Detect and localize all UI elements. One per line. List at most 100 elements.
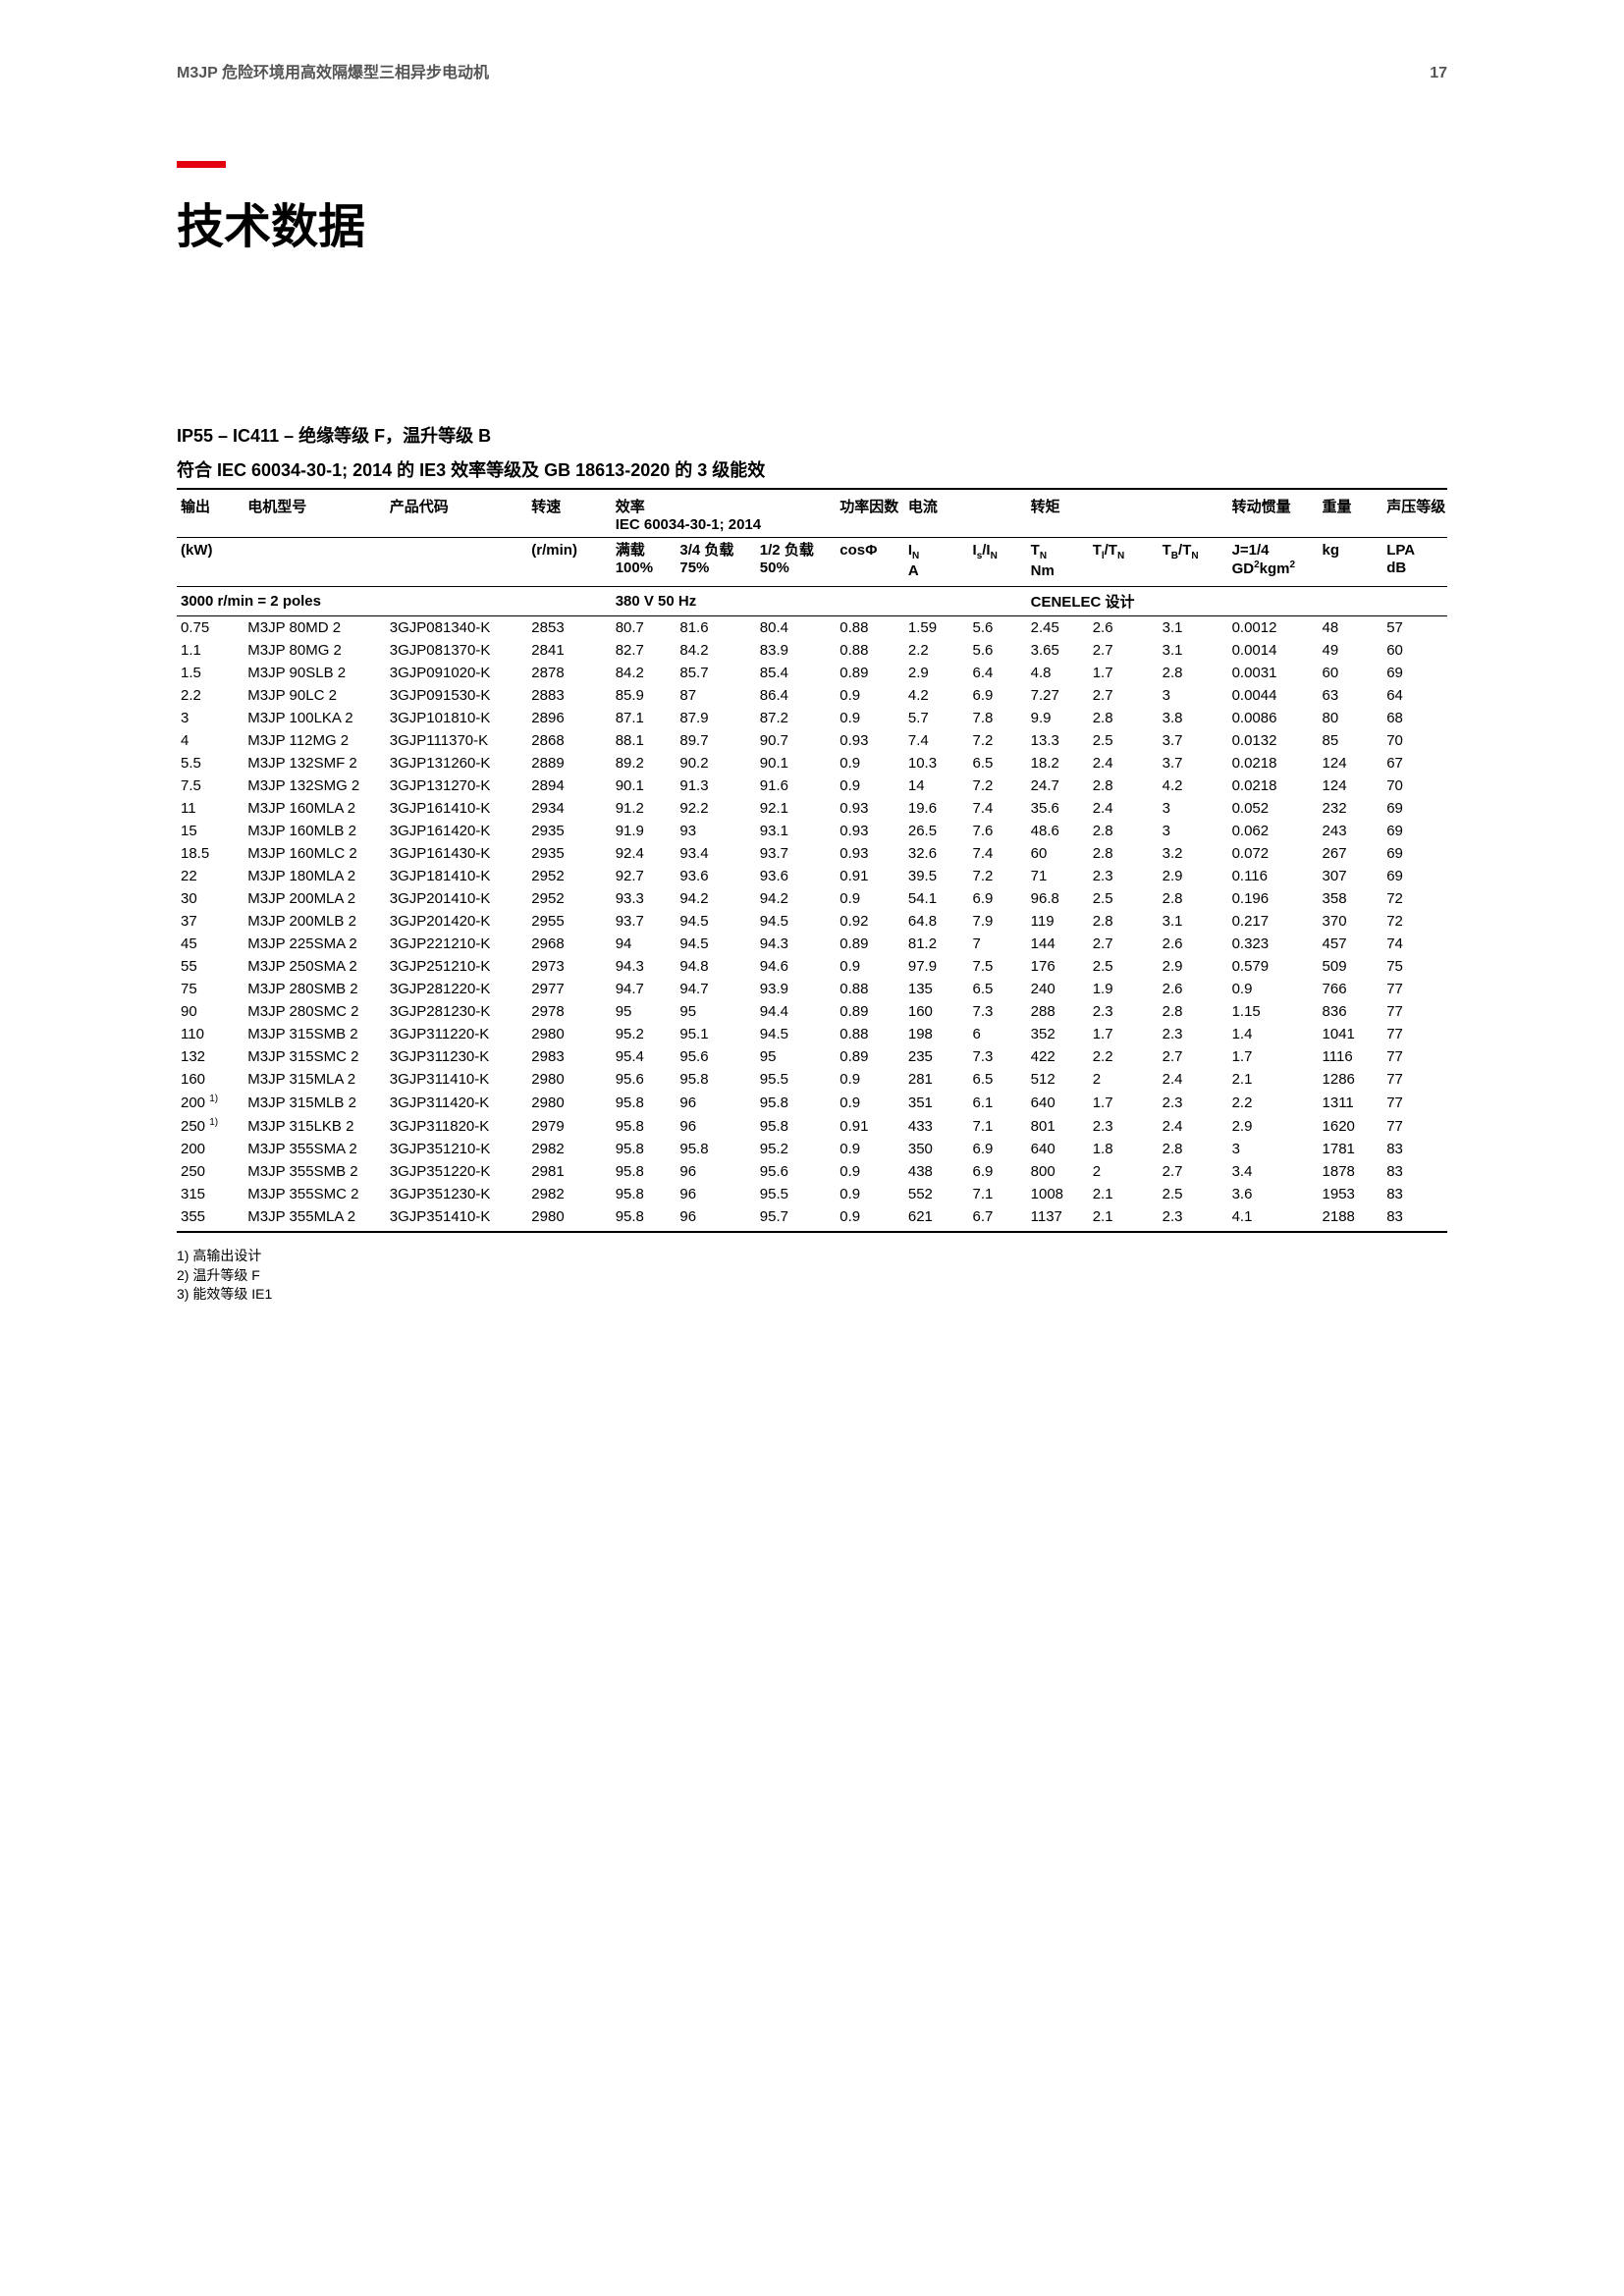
cell: 77 — [1382, 1000, 1447, 1023]
cell: 95.8 — [612, 1183, 677, 1205]
cell: 0.9 — [836, 707, 904, 729]
cell: 801 — [1027, 1114, 1089, 1138]
cell: 94.7 — [612, 978, 677, 1000]
cell: 0.9 — [836, 955, 904, 978]
cell: 0.0044 — [1228, 684, 1319, 707]
cell: 2.1 — [1089, 1183, 1159, 1205]
page-number: 17 — [1430, 65, 1447, 82]
cell: 80.4 — [756, 616, 836, 640]
cell: 2.5 — [1089, 955, 1159, 978]
cell: 2.3 — [1089, 1114, 1159, 1138]
cell: 49 — [1319, 639, 1383, 662]
cell: 2977 — [527, 978, 611, 1000]
cell: 135 — [904, 978, 969, 1000]
cell: 89.7 — [676, 729, 755, 752]
cell: 0.88 — [836, 1023, 904, 1045]
th-torque: 转矩 — [1027, 489, 1228, 538]
cell: 2.8 — [1089, 774, 1159, 797]
cell: 18.2 — [1027, 752, 1089, 774]
cell: 64.8 — [904, 910, 969, 933]
cell: 3GJP101810-K — [386, 707, 528, 729]
cell: 7.1 — [969, 1114, 1027, 1138]
cell: 2.45 — [1027, 616, 1089, 640]
th-speed: 转速 — [527, 489, 611, 538]
cell: 84.2 — [612, 662, 677, 684]
cell: 1781 — [1319, 1138, 1383, 1160]
cell: 3.1 — [1159, 910, 1228, 933]
cell: 0.91 — [836, 1114, 904, 1138]
th-kg: kg — [1319, 538, 1383, 587]
cell: 2952 — [527, 865, 611, 887]
cell: 9.9 — [1027, 707, 1089, 729]
cell: 69 — [1382, 842, 1447, 865]
cell: M3JP 355MLA 2 — [244, 1205, 386, 1232]
cell: 22 — [177, 865, 244, 887]
cell: 37 — [177, 910, 244, 933]
cell: 2968 — [527, 933, 611, 955]
cell: 3GJP111370-K — [386, 729, 528, 752]
cell: 2188 — [1319, 1205, 1383, 1232]
cell: 2955 — [527, 910, 611, 933]
cell: 92.4 — [612, 842, 677, 865]
cell: 766 — [1319, 978, 1383, 1000]
table-row: 200 1)M3JP 315MLB 23GJP311420-K298095.89… — [177, 1091, 1447, 1114]
cell: 3 — [1159, 820, 1228, 842]
cell: 18.5 — [177, 842, 244, 865]
cell: 95.6 — [756, 1160, 836, 1183]
cell: 3.7 — [1159, 752, 1228, 774]
cell: 1878 — [1319, 1160, 1383, 1183]
cell: 60 — [1382, 639, 1447, 662]
cell: 96 — [676, 1160, 755, 1183]
cell: 1311 — [1319, 1091, 1383, 1114]
cell: 54.1 — [904, 887, 969, 910]
cell: 87.9 — [676, 707, 755, 729]
table-row: 1.5M3JP 90SLB 23GJP091020-K287884.285.78… — [177, 662, 1447, 684]
cell: 7.5 — [177, 774, 244, 797]
cell: 0.0031 — [1228, 662, 1319, 684]
cell: 110 — [177, 1023, 244, 1045]
cell: 0.92 — [836, 910, 904, 933]
cell: 0.9 — [836, 1138, 904, 1160]
th-pf: 功率因数 — [836, 489, 904, 538]
cell: 93.7 — [612, 910, 677, 933]
cell: 7.3 — [969, 1045, 1027, 1068]
cell: 3.1 — [1159, 616, 1228, 640]
cell: 77 — [1382, 1023, 1447, 1045]
cell: 3GJP131260-K — [386, 752, 528, 774]
cell: 1041 — [1319, 1023, 1383, 1045]
cell: 160 — [177, 1068, 244, 1091]
th-ti: Tl/TN — [1089, 538, 1159, 587]
cell: 94.5 — [756, 910, 836, 933]
cell: 0.93 — [836, 729, 904, 752]
cell: 3GJP311410-K — [386, 1068, 528, 1091]
cell: 64 — [1382, 684, 1447, 707]
cell: 92.1 — [756, 797, 836, 820]
cell: 2.3 — [1089, 1000, 1159, 1023]
cell: 95 — [676, 1000, 755, 1023]
cell: 74 — [1382, 933, 1447, 955]
cell: 0.93 — [836, 820, 904, 842]
cell: 7.4 — [969, 797, 1027, 820]
cell: 95.2 — [612, 1023, 677, 1045]
cell: 2.5 — [1089, 887, 1159, 910]
cell: 315 — [177, 1183, 244, 1205]
cell: 512 — [1027, 1068, 1089, 1091]
cell: 1137 — [1027, 1205, 1089, 1232]
cell: 1.15 — [1228, 1000, 1319, 1023]
cell: 93.1 — [756, 820, 836, 842]
cell: 0.0132 — [1228, 729, 1319, 752]
cell: 2 — [1089, 1068, 1159, 1091]
cell: 1.59 — [904, 616, 969, 640]
cell: 2980 — [527, 1205, 611, 1232]
cell: 3 — [177, 707, 244, 729]
subtitle-line-1: IP55 – IC411 – 绝缘等级 F，温升等级 B — [177, 423, 1447, 450]
cell: 3GJP161430-K — [386, 842, 528, 865]
cell: 3GJP161420-K — [386, 820, 528, 842]
cell: 132 — [177, 1045, 244, 1068]
cell: M3JP 315SMB 2 — [244, 1023, 386, 1045]
cell: 93.6 — [676, 865, 755, 887]
cell: 94.8 — [676, 955, 755, 978]
cell: M3JP 315MLA 2 — [244, 1068, 386, 1091]
cell: M3JP 80MG 2 — [244, 639, 386, 662]
cell: 77 — [1382, 1091, 1447, 1114]
